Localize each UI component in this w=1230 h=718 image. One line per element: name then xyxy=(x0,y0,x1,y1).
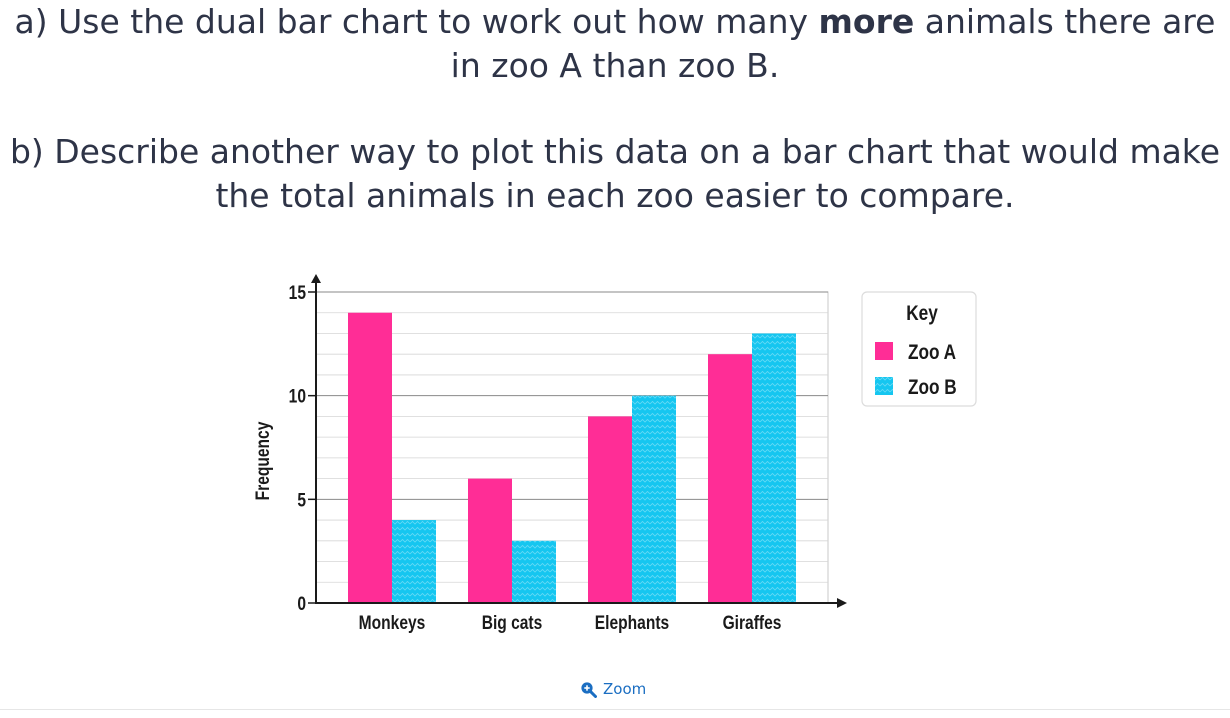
bar-zoo-a-big-cats xyxy=(468,478,512,603)
bars xyxy=(348,312,796,603)
y-tick-label: 10 xyxy=(289,385,306,407)
bar-zoo-a-giraffes xyxy=(708,354,752,603)
y-tick-label: 0 xyxy=(297,593,306,615)
x-axis-arrow xyxy=(837,598,847,608)
legend-swatch-texture xyxy=(875,377,893,395)
legend-entry-label: Zoo A xyxy=(908,342,956,365)
y-axis-label: Frequency xyxy=(252,421,274,500)
axis-labels: Monkeys Big cats Elephants Giraffes 0 5 10 15 Fr… xyxy=(252,282,782,634)
question-a-prefix: a) Use the dual bar chart to work out ho… xyxy=(14,2,819,41)
zoom-button[interactable]: Zoom xyxy=(580,678,646,700)
question-a-emphasis: more xyxy=(818,2,915,41)
bar-texture xyxy=(512,540,556,603)
y-tick-label: 5 xyxy=(297,489,306,511)
axes xyxy=(308,274,847,608)
x-tick-label: Big cats xyxy=(482,612,543,634)
x-tick-label: Elephants xyxy=(595,612,669,634)
bar-texture xyxy=(632,395,676,603)
zoom-label: Zoom xyxy=(603,680,647,698)
question-a-suffix: animals there are in zoo A than zoo B. xyxy=(450,2,1216,85)
bar-texture xyxy=(752,333,796,603)
question-a: a) Use the dual bar chart to work out ho… xyxy=(0,0,1230,88)
y-axis-arrow xyxy=(311,274,321,283)
legend-swatch xyxy=(875,342,893,360)
zoom-in-icon xyxy=(581,681,597,698)
x-tick-label: Giraffes xyxy=(723,612,782,634)
legend-entry-label: Zoo B xyxy=(908,377,957,400)
legend: Key Zoo A Zoo B xyxy=(861,291,977,407)
x-tick-label: Monkeys xyxy=(359,612,426,634)
y-tick-label: 15 xyxy=(289,282,307,304)
legend-title: Key xyxy=(906,303,938,326)
question-b: b) Describe another way to plot this dat… xyxy=(9,132,1221,215)
bottom-divider xyxy=(0,709,1230,710)
bar-zoo-a-monkeys xyxy=(348,312,392,603)
bar-texture xyxy=(392,520,436,603)
bar-zoo-a-elephants xyxy=(588,416,632,603)
dual-bar-chart: Monkeys Big cats Elephants Giraffes 0 5 10 15 Fr… xyxy=(252,274,977,634)
